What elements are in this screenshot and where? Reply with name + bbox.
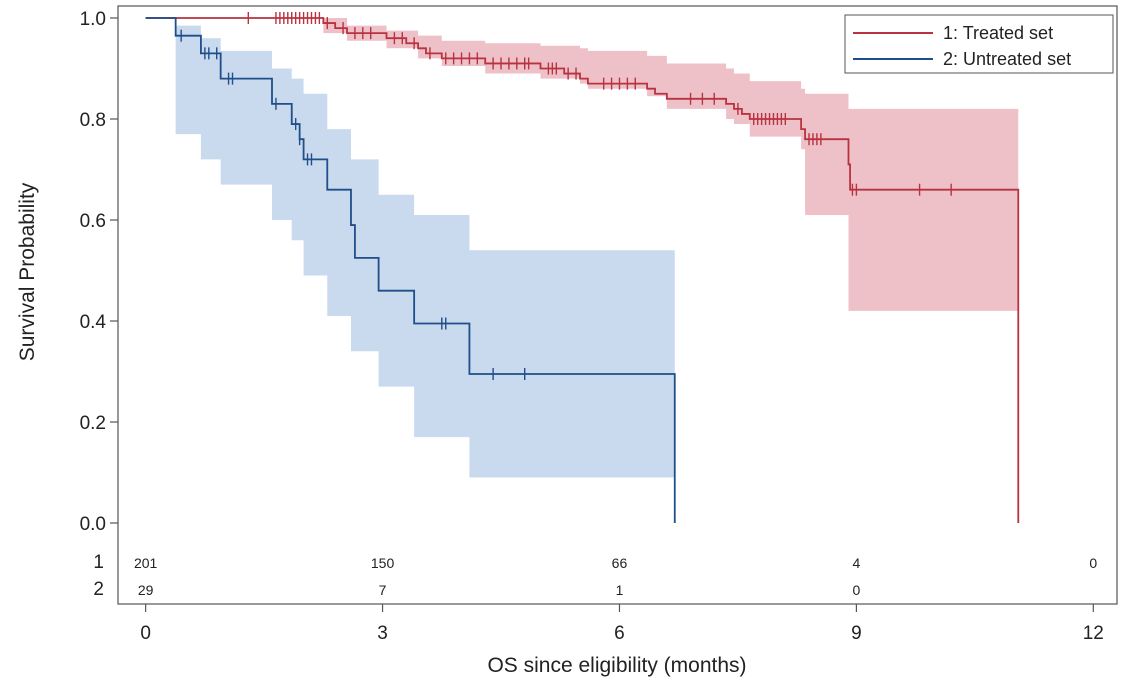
at-risk-table: 1 201 150 66 4 0 2 29 7 1 0 (93, 552, 1097, 600)
legend-label-series-1: 1: Treated set (943, 23, 1053, 43)
y-tick-label: 0.6 (80, 211, 106, 232)
x-tick-label: 12 (1083, 623, 1104, 644)
x-tick-label: 3 (377, 623, 388, 644)
ci-band-series-1 (145, 18, 1019, 311)
y-tick-label: 0.2 (80, 413, 106, 434)
y-tick-label: 1.0 (80, 9, 106, 30)
survival-curves (145, 12, 1020, 523)
y-tick-label: 0.8 (80, 110, 106, 131)
x-tick-label: 0 (140, 623, 151, 644)
at-risk-count: 150 (371, 555, 395, 571)
at-risk-count: 201 (134, 555, 158, 571)
at-risk-count: 29 (138, 582, 154, 598)
ci-band-series-2 (145, 18, 675, 478)
at-risk-row-label: 1 (93, 552, 104, 573)
at-risk-count: 0 (1089, 555, 1097, 571)
x-axis-title: OS since eligibility (months) (487, 654, 746, 677)
axes: 0.00.20.40.60.81.00 3 6 9 12 (80, 5, 1118, 644)
legend-label-series-2: 2: Untreated set (943, 49, 1071, 69)
at-risk-count: 66 (612, 555, 628, 571)
at-risk-count: 0 (852, 582, 860, 598)
at-risk-row-label: 2 (93, 579, 104, 600)
x-tick-label: 9 (851, 623, 862, 644)
at-risk-count: 1 (616, 582, 624, 598)
survival-curve-series-2 (145, 17, 676, 523)
survival-curve-series-1 (145, 17, 1020, 523)
plot-frame (117, 5, 1118, 605)
ci-bands (145, 18, 1019, 478)
legend-box (844, 14, 1114, 74)
legend: 1: Treated set 2: Untreated set (844, 14, 1114, 74)
y-tick-label: 0.4 (80, 312, 107, 333)
at-risk-count: 4 (852, 555, 860, 571)
y-axis-title: Survival Probability (16, 182, 39, 361)
y-tick-label: 0.0 (80, 514, 106, 535)
at-risk-count: 7 (379, 582, 387, 598)
x-tick-label: 6 (614, 623, 625, 644)
